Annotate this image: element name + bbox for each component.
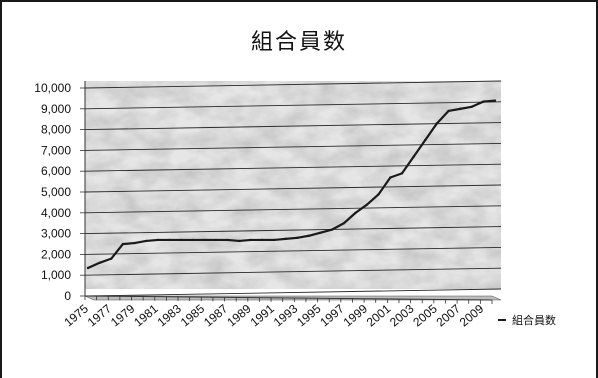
gridline (84, 267, 502, 276)
gridline (84, 184, 502, 193)
data-point (342, 222, 346, 225)
x-tick-label: 1991 (248, 301, 278, 329)
x-tick-label: 1985 (178, 301, 208, 329)
x-tick-label: 1993 (271, 301, 301, 329)
y-tick-label: 5,000 (41, 185, 71, 199)
gridline (84, 80, 502, 89)
gridline (84, 226, 502, 235)
x-tick-label: 1997 (317, 301, 347, 329)
x-tick-label: 1995 (294, 301, 324, 329)
x-tick-label: 2009 (457, 301, 487, 329)
data-point (203, 238, 206, 242)
y-tick-label: 1,000 (41, 268, 71, 282)
data-point (307, 234, 311, 237)
gridline (84, 122, 502, 131)
data-point (331, 228, 334, 231)
data-point (447, 109, 450, 113)
data-point (261, 238, 264, 242)
y-tick-label: 9,000 (41, 102, 71, 116)
gridline (84, 205, 502, 214)
gridline (84, 101, 502, 110)
gridline (84, 288, 502, 297)
gridline (84, 142, 502, 151)
data-point (86, 266, 90, 270)
data-point (284, 237, 287, 241)
data-point (110, 257, 113, 260)
x-tick-label: 2001 (364, 301, 394, 329)
data-point (412, 155, 415, 158)
x-tick-label: 2007 (434, 301, 464, 329)
data-point (133, 241, 136, 245)
chart-title: 組合員数 (250, 30, 347, 55)
y-tick-label: 2,000 (41, 247, 71, 261)
data-point (168, 238, 171, 242)
data-point (377, 192, 380, 196)
data-point (249, 238, 252, 242)
x-tick-label: 1989 (224, 301, 254, 329)
data-point (319, 231, 322, 234)
data-point (458, 107, 462, 111)
data-point (237, 239, 241, 243)
x-tick-label: 2003 (387, 301, 417, 329)
data-point (144, 239, 148, 243)
y-tick-label: 3,000 (41, 227, 71, 241)
y-tick-label: 8,000 (41, 123, 71, 137)
gridline (84, 163, 502, 172)
plot-texture (85, 81, 501, 289)
y-tick-label: 10,000 (34, 81, 71, 95)
x-tick-label: 1981 (131, 301, 161, 329)
data-point (296, 236, 299, 240)
data-point (435, 122, 439, 125)
data-point (354, 211, 357, 215)
x-tick-label: 1977 (85, 301, 115, 329)
x-tick-label: 1979 (108, 301, 138, 329)
x-tick-label: 1983 (155, 301, 185, 329)
data-point (400, 172, 404, 175)
data-point (365, 203, 369, 206)
legend-label: 組合員数 (512, 313, 556, 327)
data-point (191, 238, 194, 242)
data-point (470, 105, 473, 109)
x-tick-label: 2005 (410, 301, 440, 329)
data-point (424, 138, 427, 142)
data-point (179, 238, 183, 242)
data-point (272, 238, 276, 242)
y-tick-label: 0 (64, 289, 71, 303)
data-point (214, 238, 218, 242)
data-point (493, 99, 497, 102)
data-point (226, 238, 229, 242)
series-line (87, 99, 496, 270)
data-point (121, 242, 125, 246)
x-tick-label: 1975 (61, 301, 91, 329)
x-tick-label: 1999 (341, 301, 371, 329)
data-point (482, 100, 485, 103)
gridline (84, 246, 502, 255)
data-point (156, 238, 159, 242)
data-point (98, 261, 101, 264)
x-tick-label: 1987 (201, 301, 231, 329)
x-axis-line (84, 295, 493, 301)
data-point (389, 176, 392, 179)
y-tick-label: 6,000 (41, 164, 71, 178)
y-tick-label: 4,000 (41, 206, 71, 220)
y-tick-label: 7,000 (41, 143, 71, 157)
